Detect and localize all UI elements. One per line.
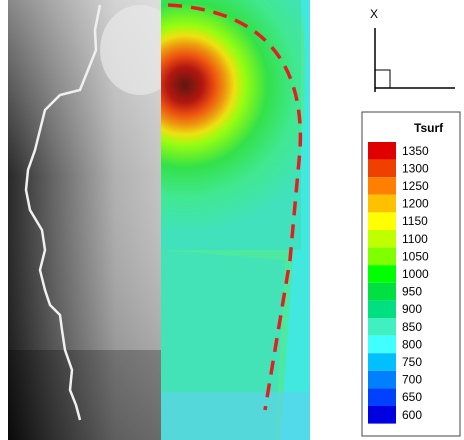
level-label: 600: [402, 408, 422, 422]
level-label: 1100: [402, 232, 428, 246]
level-label: 1050: [402, 249, 429, 263]
color-swatch: [368, 388, 396, 406]
photo-panel: [8, 0, 180, 440]
level-label: 1150: [402, 214, 428, 228]
color-swatch: [368, 142, 396, 160]
color-swatch: [368, 160, 396, 178]
page: X Tsurf 1350 1300 1250 1200 1150 1100 1050 1000…: [0, 0, 464, 440]
color-swatch: [368, 212, 396, 230]
color-swatch: [368, 265, 396, 283]
contour-panel: [161, 0, 310, 440]
level-label: 1000: [402, 267, 429, 281]
figure: X Tsurf 1350 1300 1250 1200 1150 1100 1050 1000…: [0, 0, 464, 440]
color-swatch: [368, 300, 396, 318]
color-swatch: [368, 371, 396, 389]
legend-title: Tsurf: [414, 121, 444, 135]
level-label: 850: [402, 320, 422, 334]
level-label: 1300: [402, 161, 429, 175]
level-label: 750: [402, 355, 422, 369]
color-swatch: [368, 336, 396, 354]
color-swatch: [368, 195, 396, 213]
level-label: 800: [402, 337, 422, 351]
color-swatch: [368, 177, 396, 195]
axis-indicator: X: [370, 7, 455, 92]
level-label: 1350: [402, 144, 429, 158]
level-label: 700: [402, 373, 422, 387]
color-swatch: [368, 318, 396, 336]
color-swatch: [368, 406, 396, 424]
color-swatch: [368, 353, 396, 371]
axis-label: X: [370, 7, 378, 21]
level-label: 1250: [402, 179, 429, 193]
level-label: 950: [402, 285, 422, 299]
color-swatch: [368, 248, 396, 266]
color-swatch: [368, 230, 396, 248]
level-label: 1200: [402, 197, 429, 211]
color-swatch: [368, 283, 396, 301]
level-label: 900: [402, 302, 422, 316]
level-label: 650: [402, 390, 422, 404]
